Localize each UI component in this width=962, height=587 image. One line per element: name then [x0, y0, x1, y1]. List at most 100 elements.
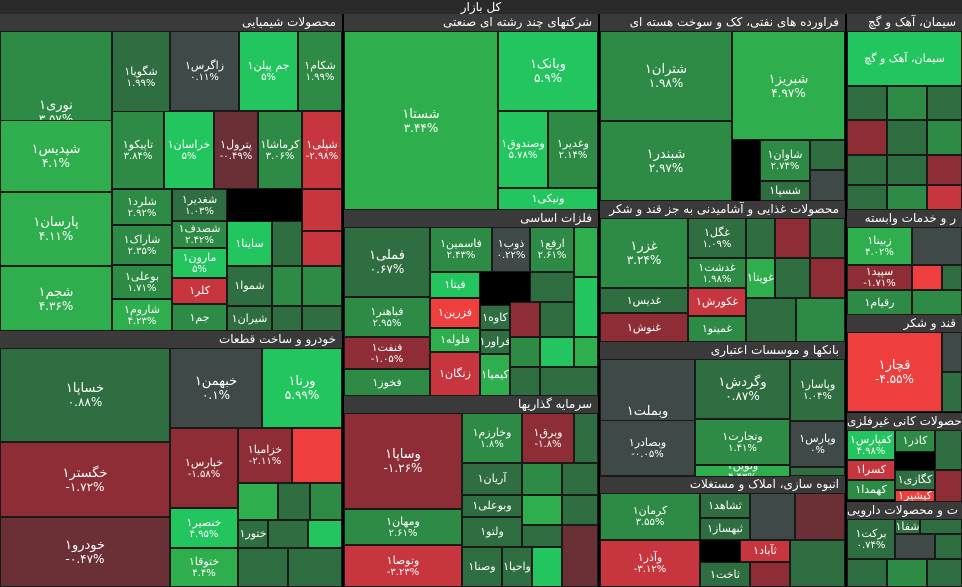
stock-tile[interactable]: وبرق۱ -۱.۸% — [522, 413, 574, 463]
stock-tile[interactable]: ختوقا۱ ۴.۴% — [170, 548, 238, 587]
filler-tile[interactable] — [750, 562, 790, 587]
sector-header-credit[interactable]: بانکها و موسسات اعتباری — [600, 342, 845, 359]
filler-tile[interactable] — [562, 463, 598, 495]
stock-tile[interactable]: کلر۱ — [172, 278, 227, 304]
filler-tile[interactable] — [795, 493, 845, 540]
stock-tile[interactable]: فراور۱ — [480, 330, 510, 354]
stock-tile[interactable]: خپارس۱ -۱.۵۸% — [170, 428, 238, 508]
sector-header-cement[interactable]: سیمان، آهک و گچ — [847, 14, 962, 31]
filler-tile[interactable] — [272, 266, 302, 306]
sector-header-construction[interactable]: انبوه سازی، املاک و مستغلات — [600, 476, 845, 493]
stock-tile[interactable]: جم پیلن۱ ۵% — [239, 31, 298, 111]
stock-tile[interactable]: کاوه۱ — [480, 305, 510, 330]
stock-tile[interactable]: وصنا۱ — [462, 547, 502, 587]
filler-tile[interactable] — [935, 534, 962, 559]
stock-tile[interactable]: شاراک۱ ۲.۳۵% — [112, 225, 172, 265]
filler-tile[interactable] — [746, 298, 796, 342]
filler-tile[interactable] — [574, 413, 598, 463]
filler-tile[interactable] — [746, 218, 775, 258]
stock-tile[interactable]: فاسمین۱ ۲.۴۳% — [430, 227, 492, 272]
stock-tile[interactable]: کپشیر۱ — [895, 490, 935, 502]
filler-tile[interactable] — [920, 519, 962, 534]
filler-tile[interactable] — [522, 495, 562, 525]
stock-tile[interactable]: کهمدا۱ — [847, 480, 895, 500]
filler-tile[interactable] — [510, 367, 540, 396]
stock-tile[interactable]: مارون۱ ۵% — [172, 248, 227, 278]
stock-tile[interactable]: خساپا۱ ۰.۸۸% — [0, 348, 170, 442]
filler-tile[interactable] — [574, 227, 598, 277]
filler-tile[interactable] — [790, 540, 845, 587]
stock-tile[interactable]: فباهنر۱ ۲.۹۵% — [344, 297, 430, 337]
filler-tile[interactable] — [912, 227, 962, 265]
stock-tile[interactable]: شفا۱ — [895, 519, 920, 534]
stock-tile[interactable]: ورنا۱ ۵.۹۹% — [262, 348, 342, 428]
stock-tile[interactable]: شموا۱ — [227, 266, 272, 306]
stock-tile[interactable]: وتوصا۱ -۳.۲۳% — [344, 545, 462, 587]
stock-tile[interactable]: شکام۱ ۱.۹۹% — [298, 31, 342, 111]
filler-tile[interactable] — [775, 218, 810, 258]
stock-tile[interactable]: ساینا۱ — [227, 221, 272, 266]
filler-tile[interactable] — [935, 470, 962, 502]
filler-tile[interactable] — [775, 258, 810, 298]
filler-tile[interactable] — [574, 337, 598, 367]
filler-tile[interactable] — [927, 86, 962, 120]
filler-tile[interactable] — [540, 302, 574, 337]
filler-tile[interactable] — [302, 266, 342, 306]
stock-tile[interactable]: خراسان۱ ۵% — [164, 111, 214, 189]
filler-tile[interactable] — [530, 272, 574, 302]
stock-tile[interactable]: شبندر۱ ۲.۹۷% — [600, 121, 732, 201]
stock-tile[interactable]: شجم۱ ۴.۳۶% — [0, 266, 112, 331]
stock-tile[interactable]: ثشاهد۱ — [700, 493, 750, 518]
filler-tile[interactable] — [847, 559, 887, 587]
sector-header-multi[interactable]: شرکتهای چند رشته ای صنعتی — [344, 14, 598, 31]
stock-tile[interactable]: خبهمن۱ ۰.۱% — [170, 348, 262, 428]
filler-tile[interactable] — [887, 185, 927, 210]
filler-tile[interactable] — [302, 189, 342, 231]
filler-tile[interactable] — [847, 155, 887, 185]
filler-tile[interactable] — [292, 428, 342, 483]
stock-tile[interactable]: شغدیر۱ ۱.۰۳% — [172, 189, 227, 221]
stock-tile[interactable]: شتران۱ ۱.۹۸% — [600, 31, 732, 121]
stock-tile[interactable]: سپید۱ -۱.۷۱% — [847, 265, 912, 290]
filler-tile[interactable] — [810, 140, 845, 170]
stock-tile[interactable]: کسرا۱ — [847, 460, 895, 480]
filler-tile[interactable] — [310, 483, 342, 520]
filler-tile[interactable] — [510, 337, 540, 367]
filler-tile[interactable] — [268, 520, 308, 548]
stock-tile[interactable]: غدشت۱ ۱.۹۸% — [688, 258, 746, 288]
stock-tile[interactable]: ارفع۱ ۲.۶۱% — [530, 227, 574, 272]
stock-tile[interactable]: وبانک۱ ۵.۹% — [498, 31, 598, 111]
stock-tile[interactable]: تاپیکو۱ ۳.۸۴% — [112, 111, 164, 189]
stock-tile[interactable]: شپلی۱ -۲.۹۸% — [302, 111, 342, 189]
stock-tile[interactable]: ذوب۱ ۰.۲۲% — [492, 227, 530, 272]
stock-tile[interactable]: غنوش۱ — [600, 313, 688, 342]
filler-tile[interactable] — [942, 265, 962, 290]
filler-tile[interactable] — [942, 332, 962, 372]
filler-tile[interactable] — [302, 231, 342, 266]
filler-tile[interactable] — [895, 534, 935, 559]
stock-tile[interactable]: وتجارت۱ ۱.۴۱% — [695, 419, 790, 465]
stock-tile[interactable]: آریان۱ — [462, 463, 522, 495]
stock-tile[interactable]: شسپا۱ — [760, 181, 810, 201]
filler-tile[interactable] — [238, 548, 288, 587]
stock-tile[interactable]: ثبهساز۱ — [700, 518, 750, 540]
filler-tile[interactable] — [887, 559, 927, 587]
stock-tile[interactable]: زبینا۱ ۴.۰۲% — [847, 227, 912, 265]
stock-tile[interactable]: وگردش۱ ۰.۸۷% — [695, 359, 790, 419]
filler-tile[interactable] — [810, 258, 845, 298]
sector-header-metals[interactable]: فلزات اساسی — [344, 210, 598, 227]
stock-tile[interactable]: کرماشا۱ ۳.۰۶% — [258, 111, 302, 189]
filler-tile[interactable] — [532, 547, 562, 587]
stock-tile[interactable]: فخوز۱ — [344, 369, 430, 396]
stock-tile[interactable]: واحیا۱ — [502, 547, 532, 587]
stock-tile[interactable]: خزامیا۱ -۲.۱۱% — [238, 428, 292, 483]
stock-tile[interactable]: کگازی۱ — [895, 470, 935, 490]
stock-tile[interactable]: وصندوق۱ ۵.۷۸% — [498, 111, 548, 188]
stock-tile[interactable]: وبصادر۱ -۰.۰۵% — [600, 420, 695, 476]
stock-tile[interactable]: برکت۱ ۰.۷۴% — [847, 519, 895, 559]
stock-tile[interactable]: پارسان۱ ۴.۱۱% — [0, 192, 112, 266]
stock-tile[interactable]: وپارس۱ ۰% — [790, 421, 845, 467]
stock-tile[interactable]: غکورش۱ — [688, 288, 746, 316]
stock-tile[interactable]: شاوان۱ ۲.۷۴% — [760, 140, 810, 181]
stock-tile[interactable]: فنفت۱ -۱.۰۵% — [344, 337, 430, 369]
